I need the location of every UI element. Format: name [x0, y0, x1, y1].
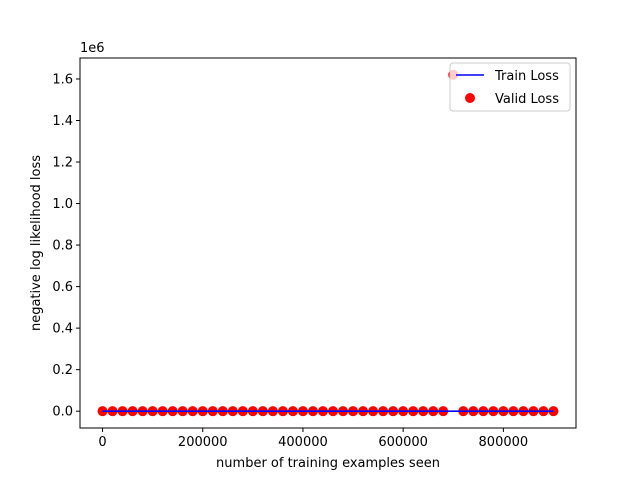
y-axis: 0.0 0.2 0.4 0.6 0.8 1.0 1.2 1.4 1.6 [52, 72, 80, 420]
x-tick-label: 200000 [178, 435, 228, 450]
x-axis: 0 200000 400000 600000 800000 [98, 428, 528, 450]
y-tick-label: 0.0 [52, 405, 73, 420]
x-axis-label: number of training examples seen [216, 456, 440, 471]
plot-marks [97, 69, 559, 417]
y-tick-label: 0.6 [52, 280, 73, 295]
y-axis-label: negative log likelihood loss [29, 155, 44, 331]
plot-area-frame [79, 57, 577, 429]
y-offset-label: 1e6 [80, 41, 105, 56]
x-tick-label: 600000 [378, 435, 428, 450]
legend-valid-loss-label: Valid Loss [495, 92, 559, 107]
x-tick-label: 0 [98, 435, 106, 450]
y-tick-label: 0.4 [52, 322, 73, 337]
legend: Train Loss Valid Loss [449, 62, 571, 112]
y-tick-label: 1.4 [52, 114, 73, 129]
legend-train-loss-label: Train Loss [494, 69, 559, 84]
y-tick-label: 0.2 [52, 363, 73, 378]
y-tick-label: 1.6 [52, 72, 73, 87]
y-tick-label: 0.8 [52, 239, 73, 254]
x-tick-label: 400000 [278, 435, 328, 450]
y-tick-label: 1.2 [52, 156, 73, 171]
legend-valid-loss-swatch [465, 93, 475, 103]
y-tick-label: 1.0 [52, 197, 73, 212]
x-tick-label: 800000 [479, 435, 529, 450]
